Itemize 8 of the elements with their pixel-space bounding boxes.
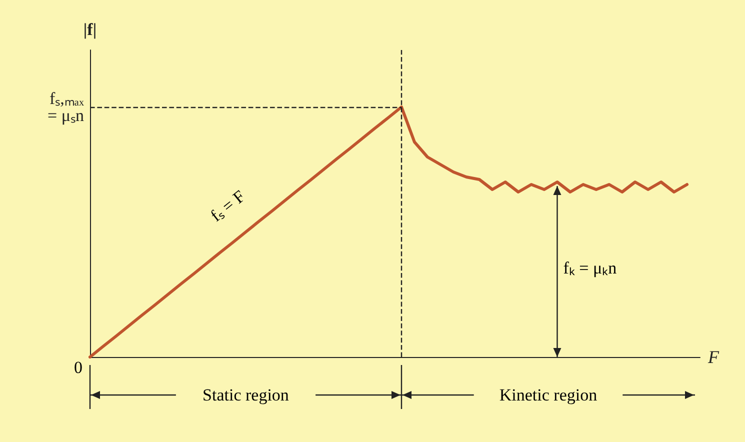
y-axis-title: |f| (83, 20, 97, 39)
annotation: fₖ = μₖn (563, 258, 618, 278)
text: Kinetic region (499, 386, 598, 404)
text: 0 (74, 358, 82, 377)
annotation: fₛ = F (206, 186, 249, 226)
x-axis-title: F (707, 347, 720, 367)
text: Static region (202, 386, 290, 404)
ref-line-label: fₛ,ₘₐₓ = μₛn (48, 89, 84, 125)
